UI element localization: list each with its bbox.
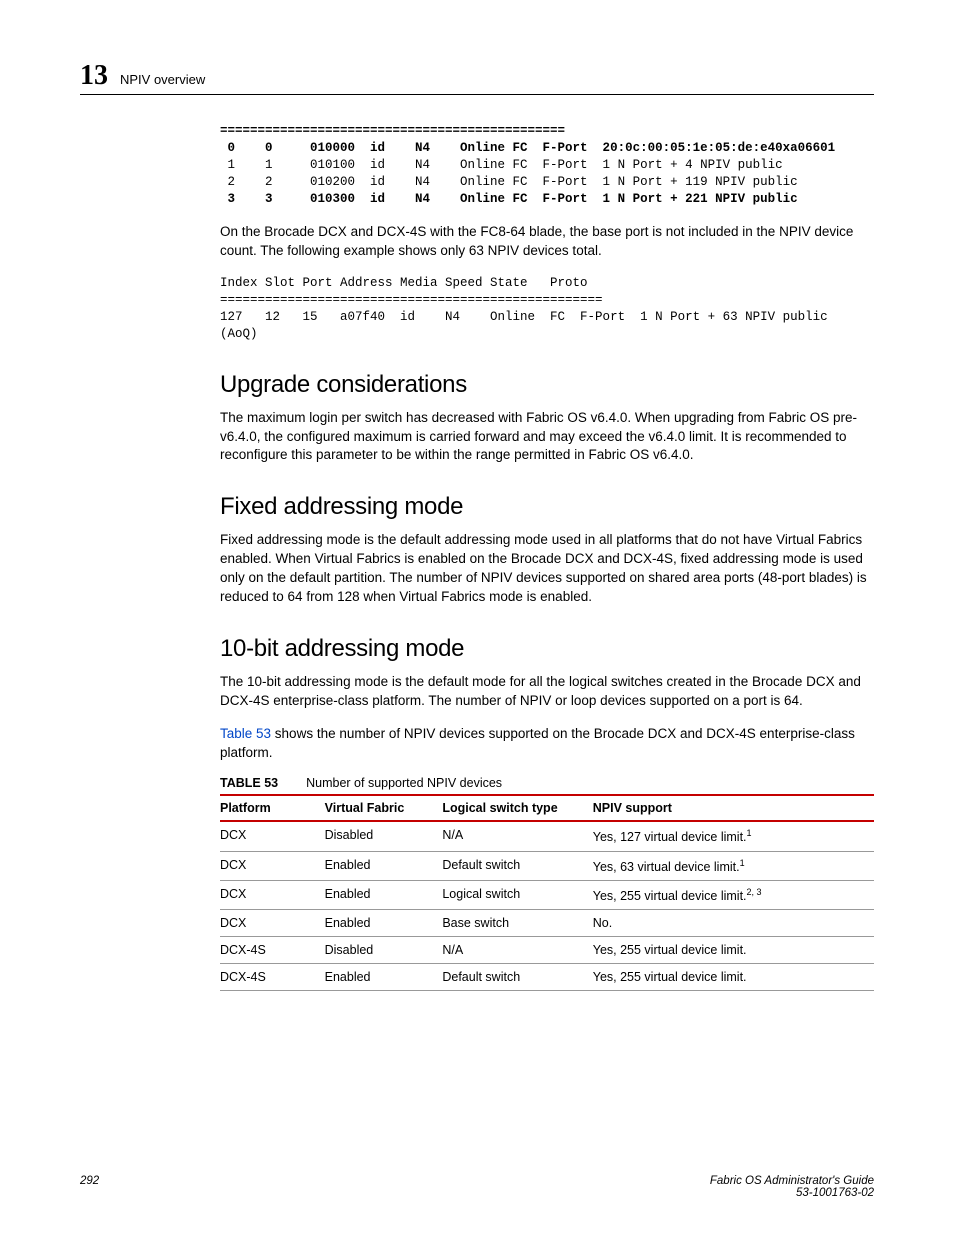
doc-id: 53-1001763-02 [796, 1187, 874, 1199]
table-cell: DCX-4S [220, 963, 325, 990]
code-block-switchshow: ========================================… [220, 123, 874, 207]
page-header: 13 NPIV overview [80, 60, 874, 95]
section-heading-10bit: 10-bit addressing mode [220, 635, 874, 663]
section-heading-upgrade: Upgrade considerations [220, 371, 874, 399]
table-row: DCXEnabledDefault switchYes, 63 virtual … [220, 851, 874, 880]
table-row: DCXDisabledN/AYes, 127 virtual device li… [220, 821, 874, 851]
paragraph: On the Brocade DCX and DCX-4S with the F… [220, 223, 874, 261]
paragraph-rest: shows the number of NPIV devices support… [220, 726, 855, 760]
table-cell: Default switch [442, 963, 592, 990]
table-cell: Yes, 63 virtual device limit.1 [593, 851, 874, 880]
table-row: DCXEnabledBase switchNo. [220, 909, 874, 936]
doc-info: Fabric OS Administrator's Guide 53-10017… [710, 1175, 874, 1199]
table-cell: DCX-4S [220, 936, 325, 963]
table-header-cell: Virtual Fabric [325, 795, 443, 821]
table-cell: N/A [442, 936, 592, 963]
table-cell: Enabled [325, 909, 443, 936]
table-npiv-devices: PlatformVirtual FabricLogical switch typ… [220, 794, 874, 990]
table-cell: Enabled [325, 880, 443, 909]
table-caption: TABLE 53 Number of supported NPIV devices [220, 776, 874, 790]
table-53-link[interactable]: Table 53 [220, 726, 271, 741]
table-cell: DCX [220, 880, 325, 909]
table-cell: Enabled [325, 963, 443, 990]
table-cell: No. [593, 909, 874, 936]
table-cell: Yes, 127 virtual device limit.1 [593, 821, 874, 851]
table-header-cell: Platform [220, 795, 325, 821]
table-cell: Yes, 255 virtual device limit.2, 3 [593, 880, 874, 909]
doc-title: Fabric OS Administrator's Guide [710, 1175, 874, 1187]
table-cell: DCX [220, 851, 325, 880]
table-cell: DCX [220, 909, 325, 936]
paragraph-with-link: Table 53 shows the number of NPIV device… [220, 725, 874, 763]
table-cell: Enabled [325, 851, 443, 880]
section-heading-fixed: Fixed addressing mode [220, 493, 874, 521]
table-label: TABLE 53 [220, 776, 278, 790]
table-header-cell: Logical switch type [442, 795, 592, 821]
table-row: DCXEnabledLogical switchYes, 255 virtual… [220, 880, 874, 909]
table-cell: Yes, 255 virtual device limit. [593, 963, 874, 990]
paragraph: Fixed addressing mode is the default add… [220, 531, 874, 607]
table-row: DCX-4SEnabledDefault switchYes, 255 virt… [220, 963, 874, 990]
table-cell: Default switch [442, 851, 592, 880]
table-header-cell: NPIV support [593, 795, 874, 821]
chapter-number: 13 [80, 60, 108, 92]
table-cell: DCX [220, 821, 325, 851]
chapter-title: NPIV overview [120, 72, 205, 87]
table-cell: Base switch [442, 909, 592, 936]
table-caption-text: Number of supported NPIV devices [306, 776, 502, 790]
table-row: DCX-4SDisabledN/AYes, 255 virtual device… [220, 936, 874, 963]
table-cell: Disabled [325, 821, 443, 851]
paragraph: The maximum login per switch has decreas… [220, 409, 874, 466]
page-footer: 292 Fabric OS Administrator's Guide 53-1… [80, 1175, 874, 1199]
page-number: 292 [80, 1175, 99, 1199]
table-cell: Logical switch [442, 880, 592, 909]
code-block-index: Index Slot Port Address Media Speed Stat… [220, 275, 874, 343]
table-cell: N/A [442, 821, 592, 851]
table-header-row: PlatformVirtual FabricLogical switch typ… [220, 795, 874, 821]
table-cell: Disabled [325, 936, 443, 963]
paragraph: The 10-bit addressing mode is the defaul… [220, 673, 874, 711]
page-content: ========================================… [220, 123, 874, 991]
table-cell: Yes, 255 virtual device limit. [593, 936, 874, 963]
